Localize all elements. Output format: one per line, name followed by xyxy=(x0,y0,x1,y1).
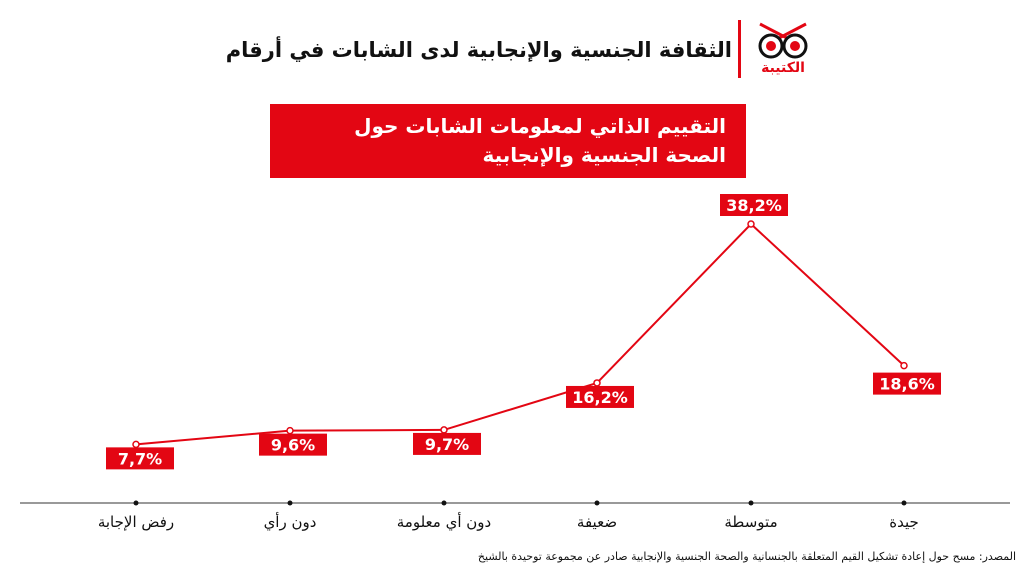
data-label-4: 16,2% xyxy=(572,388,628,407)
chart-title-line-1: التقييم الذاتي لمعلومات الشابات حول xyxy=(354,114,726,138)
x-tick-6 xyxy=(901,500,907,506)
x-tick-1 xyxy=(133,500,139,506)
header-divider xyxy=(738,20,741,78)
data-point-4 xyxy=(593,379,601,387)
x-tick-label-4: ضعيفة xyxy=(577,513,617,531)
source-note: المصدر: مسح حول إعادة تشكيل القيم المتعل… xyxy=(477,550,1016,563)
binoculars-logo-icon xyxy=(758,22,808,59)
x-tick-label-5: متوسطة xyxy=(724,513,777,531)
x-tick-2 xyxy=(287,500,293,506)
data-point-1 xyxy=(132,440,140,449)
data-label-3: 9,7% xyxy=(425,435,469,454)
data-label-bg-4 xyxy=(566,385,634,408)
x-tick-5 xyxy=(748,500,754,506)
chart-title-line-2: الصحة الجنسية والإنجابية xyxy=(482,143,726,167)
data-label-6: 18,6% xyxy=(879,375,935,394)
chart-title-box: التقييم الذاتي لمعلومات الشابات حول الصح… xyxy=(270,104,746,178)
data-label-bg-1 xyxy=(106,447,174,470)
data-point-5 xyxy=(747,220,755,228)
logo: الكتيبة xyxy=(748,18,818,82)
series-line xyxy=(135,222,905,446)
data-label-5: 38,2% xyxy=(726,196,782,215)
data-label-2: 9,6% xyxy=(271,436,315,455)
x-tick-label-1: رفض الإجابة xyxy=(98,513,174,531)
data-label-bg-2 xyxy=(259,433,327,456)
data-label-bg-6 xyxy=(873,372,941,395)
data-label-bg-5 xyxy=(720,194,788,216)
data-point-3 xyxy=(440,426,448,434)
data-point-6 xyxy=(900,361,908,370)
data-label-bg-3 xyxy=(413,432,481,455)
data-point-2 xyxy=(286,426,294,435)
x-tick-label-3: دون أي معلومة xyxy=(397,512,491,532)
x-tick-label-2: دون رأي xyxy=(264,512,317,532)
x-tick-label-6: جيدة xyxy=(889,513,919,531)
x-tick-3 xyxy=(441,500,447,506)
logo-text: الكتيبة xyxy=(761,60,805,76)
page-title: الثقافة الجنسية والإنجابية لدى الشابات ف… xyxy=(225,38,732,62)
x-tick-4 xyxy=(594,500,600,506)
header: الثقافة الجنسية والإنجابية لدى الشابات ف… xyxy=(0,18,1024,88)
data-label-1: 7,7% xyxy=(118,449,162,468)
